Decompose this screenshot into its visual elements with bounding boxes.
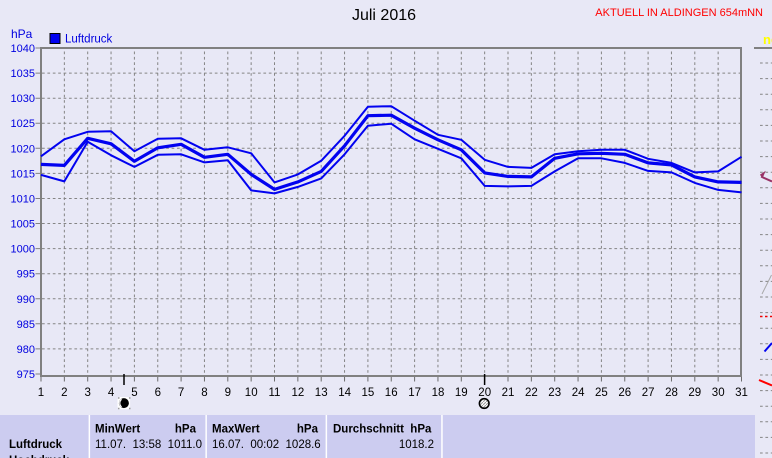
- svg-text:1005: 1005: [11, 219, 35, 231]
- svg-text:30: 30: [712, 387, 725, 399]
- svg-text:12: 12: [292, 387, 305, 399]
- svg-text:Durchschnitt hPa: Durchschnitt hPa: [333, 424, 432, 436]
- svg-text:2: 2: [61, 387, 67, 399]
- svg-text:13: 13: [315, 387, 328, 399]
- svg-text:16.07. 00:02 1028.6: 16.07. 00:02 1028.6: [212, 439, 321, 451]
- svg-text:1015: 1015: [11, 168, 35, 180]
- svg-text:8: 8: [201, 387, 207, 399]
- svg-text:18: 18: [432, 387, 445, 399]
- svg-text:1018.2: 1018.2: [399, 439, 434, 451]
- svg-text:15: 15: [362, 387, 375, 399]
- svg-text:Juli 2016: Juli 2016: [352, 7, 416, 24]
- svg-text:6: 6: [155, 387, 161, 399]
- svg-text:20: 20: [478, 387, 491, 399]
- svg-text:hPa: hPa: [297, 424, 319, 436]
- svg-text:995: 995: [17, 269, 35, 281]
- svg-text:hPa: hPa: [11, 27, 33, 41]
- svg-text:24: 24: [572, 387, 585, 399]
- svg-text:4: 4: [108, 387, 115, 399]
- svg-text:hPa: hPa: [175, 424, 197, 436]
- svg-text:11: 11: [269, 387, 281, 399]
- svg-text:ne: ne: [763, 32, 772, 47]
- svg-text:Luftdruck: Luftdruck: [65, 34, 113, 46]
- svg-text:27: 27: [642, 387, 655, 399]
- svg-text:17: 17: [408, 387, 421, 399]
- svg-text:11.07. 13:58 1011.0: 11.07. 13:58 1011.0: [95, 439, 202, 451]
- svg-text:1: 1: [38, 387, 44, 399]
- svg-text:1035: 1035: [11, 68, 35, 80]
- svg-text:19: 19: [455, 387, 468, 399]
- svg-text:975: 975: [17, 369, 35, 381]
- svg-text:25: 25: [595, 387, 608, 399]
- svg-text:28: 28: [665, 387, 678, 399]
- svg-text:23: 23: [548, 387, 561, 399]
- svg-text:1030: 1030: [11, 93, 35, 105]
- svg-text:10: 10: [245, 387, 258, 399]
- svg-text:3: 3: [84, 387, 90, 399]
- svg-text:26: 26: [618, 387, 631, 399]
- svg-text:1025: 1025: [11, 118, 35, 130]
- svg-text:Luftdruck: Luftdruck: [9, 439, 63, 451]
- svg-text:980: 980: [17, 344, 35, 356]
- svg-text:990: 990: [17, 294, 35, 306]
- svg-text:MinWert: MinWert: [95, 424, 140, 436]
- svg-text:1000: 1000: [11, 244, 35, 256]
- svg-text:985: 985: [17, 319, 35, 331]
- svg-text:Hochdruck: Hochdruck: [9, 455, 70, 458]
- svg-text:1040: 1040: [11, 43, 35, 55]
- svg-text:31: 31: [735, 387, 748, 399]
- svg-text:21: 21: [502, 387, 515, 399]
- svg-text:14: 14: [338, 387, 351, 399]
- svg-text:29: 29: [688, 387, 701, 399]
- svg-text:16: 16: [385, 387, 398, 399]
- svg-text:7: 7: [178, 387, 184, 399]
- svg-text:9: 9: [225, 387, 231, 399]
- svg-text:AKTUELL IN ALDINGEN 654mNN: AKTUELL IN ALDINGEN 654mNN: [595, 7, 763, 19]
- svg-text:1020: 1020: [11, 143, 35, 155]
- svg-text:5: 5: [131, 387, 137, 399]
- svg-text:1010: 1010: [11, 194, 35, 206]
- svg-text:MaxWert: MaxWert: [212, 424, 260, 436]
- svg-text:22: 22: [525, 387, 538, 399]
